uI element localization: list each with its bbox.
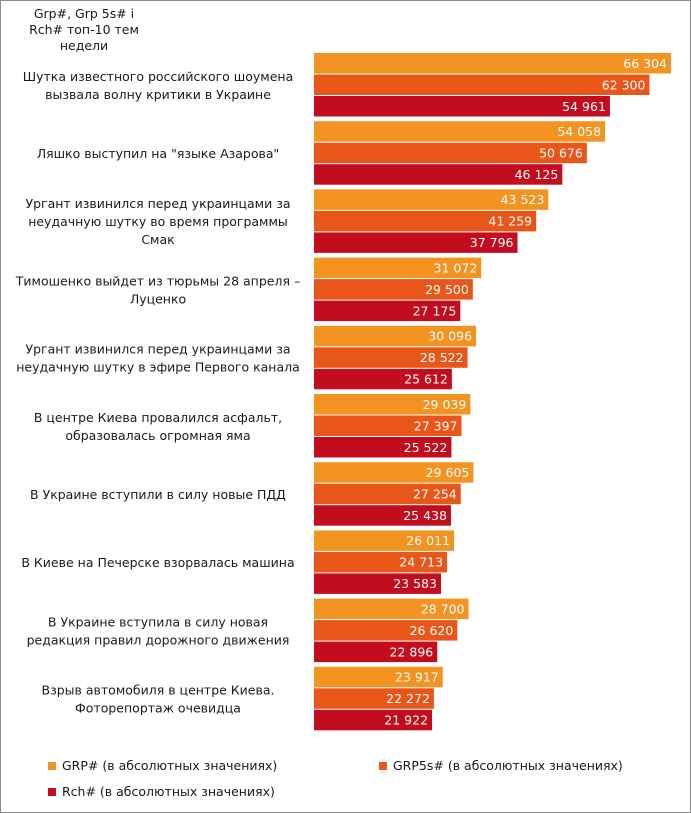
data-label: 26 011 [406,533,450,548]
legend-item-grp5s: GRP5s# (в абсолютных значениях) [379,758,623,773]
category-label: Взрыв автомобиля в центре Киева. Фоторепо… [42,683,275,716]
bar [314,415,462,436]
bar [314,368,452,390]
bar [314,620,458,641]
bar [314,530,455,551]
data-label: 29 605 [426,465,470,480]
chart-title: Grp#, Grp 5s# і Rch# топ-10 тем недели [29,6,139,53]
data-label: 62 300 [602,77,646,92]
data-label: 27 254 [413,486,457,501]
bar [314,121,606,142]
bar [314,189,549,210]
bar [314,279,473,300]
legend-label-rch: Rch# (в абсолютных значениях) [62,784,275,799]
legend-label-grp: GRP# (в абсолютных значениях) [62,758,278,773]
legend-label-grp5s: GRP5s# (в абсолютных значениях) [393,758,623,773]
bar [314,347,468,368]
category-label: Ляшко выступил на "языке Азарова" [37,146,280,161]
bar [314,709,433,731]
data-label: 28 700 [421,601,465,616]
bar [314,688,434,709]
category-label: Ургант извинился перед украинцами за неуд… [16,342,300,375]
category-label: В Киеве на Печерске взорвалась машина [21,555,294,570]
bar [314,666,443,688]
bar [314,74,650,95]
data-label: 25 438 [403,508,447,523]
bar [314,551,448,573]
data-label: 27 397 [414,418,458,433]
legend-swatch-grp [48,761,56,770]
data-label: 25 612 [404,372,448,387]
data-label: 23 917 [395,670,439,685]
data-label: 30 096 [428,329,472,344]
legend-item-grp: GRP# (в абсолютных значениях) [48,758,277,773]
category-label: Шутка известного российского шоумена вызв… [23,69,294,102]
data-label: 66 304 [623,56,667,71]
category-label: В Украине вступили в силу новые ПДД [30,487,286,502]
category-label: Тимошенко выйдет из тюрьмы 28 апреля – Лу… [15,273,300,306]
bar [314,573,441,594]
data-label: 26 620 [410,623,454,638]
legend-swatch-grp5s [379,761,387,770]
bar [314,232,518,253]
category-label: В центре Киева провалился асфальт, образо… [34,410,282,443]
bar [314,325,477,347]
data-label: 54 961 [562,99,606,114]
data-label: 28 522 [420,350,464,365]
bar [314,300,461,322]
data-label: 31 072 [434,260,478,275]
category-label: В Украине вступила в силу новая редакция … [27,614,290,647]
data-label: 27 175 [413,303,457,318]
data-label: 22 896 [390,644,434,659]
data-label: 46 125 [515,167,559,182]
bar [314,462,474,483]
bar [314,96,610,117]
bar [314,142,587,164]
bar [314,53,671,74]
data-label: 25 522 [404,440,448,455]
data-label: 29 039 [423,397,467,412]
bar [314,641,438,663]
legend-swatch-rch [48,787,56,796]
data-label: 21 922 [384,713,428,728]
data-label: 24 713 [399,555,443,570]
legend-item-rch: Rch# (в абсолютных значениях) [48,784,275,799]
bar [314,598,469,620]
category-label: Ургант извинился перед украинцами за неуд… [25,196,290,247]
bar [314,394,471,415]
bar [314,505,451,526]
bar [314,437,452,458]
bar [314,164,563,185]
data-label: 54 058 [557,124,601,139]
bar [314,210,537,232]
bar [314,483,461,505]
data-label: 43 523 [501,192,545,207]
data-label: 23 583 [393,576,437,591]
data-label: 50 676 [539,145,583,160]
data-label: 29 500 [425,282,469,297]
data-label: 37 796 [470,235,514,250]
bar [314,257,482,279]
data-label: 22 272 [386,691,430,706]
data-label: 41 259 [488,214,532,229]
